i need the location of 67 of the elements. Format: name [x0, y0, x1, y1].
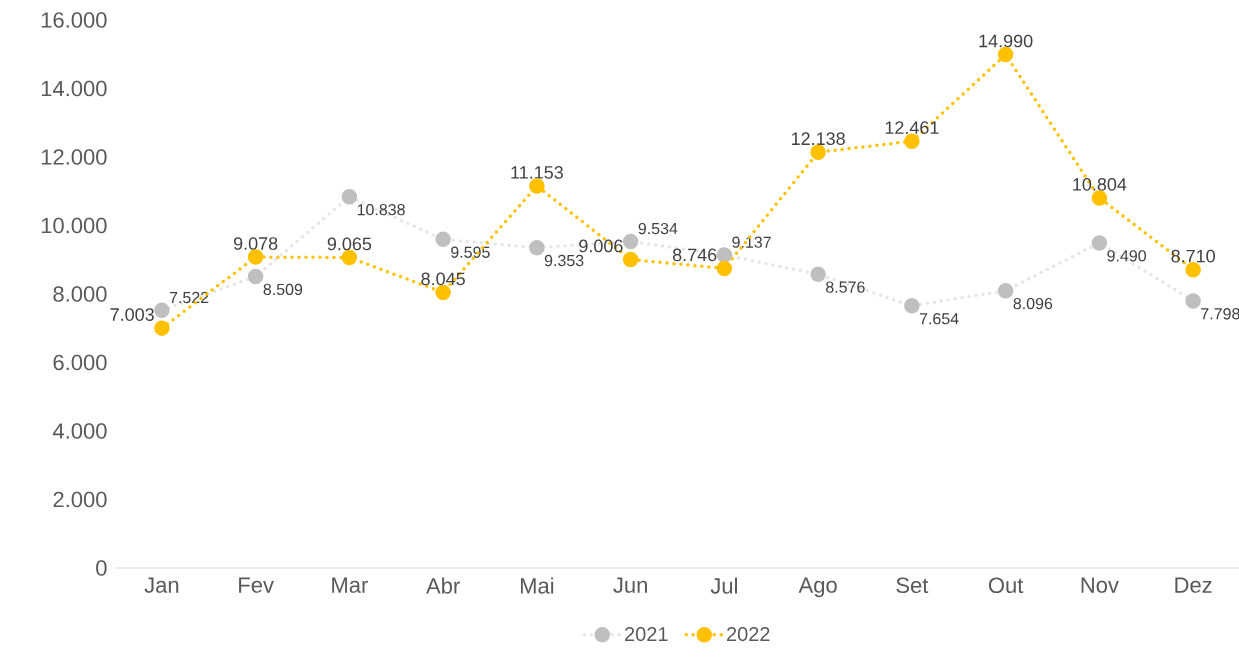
point: [904, 133, 920, 149]
x-tick-label: Jun: [613, 577, 647, 593]
data-label: 8.576: [826, 281, 865, 293]
point: [529, 239, 545, 256]
data-label: 8.509: [263, 283, 303, 296]
data-label: 11.153: [511, 166, 563, 179]
point: [622, 233, 639, 250]
y-tick-label: 2.000: [53, 491, 107, 508]
data-label: 7.654: [919, 313, 959, 325]
data-label: 8.096: [1013, 297, 1053, 310]
x-tick-label: Out: [988, 577, 1024, 594]
x-tick-label: Mar: [332, 577, 368, 593]
point: [154, 320, 170, 336]
data-label: 9.006: [579, 239, 623, 253]
y-tick-label: 16.000: [41, 12, 107, 28]
y-tick-label: 6.000: [53, 354, 107, 371]
x-tick-label: Mai: [520, 577, 554, 594]
data-label: 9.490: [1107, 250, 1146, 262]
data-label: 8.746: [672, 248, 717, 262]
y-tick-label: 4.000: [52, 423, 107, 439]
point: [529, 178, 545, 194]
data-label: 12.138: [791, 132, 845, 146]
y-tick-label: 14.000: [41, 80, 107, 97]
legend-label: 2021: [625, 626, 668, 642]
x-tick-label: Jul: [710, 577, 737, 594]
point: [1185, 293, 1201, 309]
point: [904, 298, 920, 314]
point: [154, 302, 170, 319]
point: [435, 231, 451, 248]
x-tick-label: Fev: [239, 577, 274, 593]
point: [810, 266, 826, 283]
point: [997, 282, 1014, 299]
data-label: 7.798: [1201, 308, 1239, 320]
point: [810, 144, 826, 161]
point: [1091, 190, 1108, 206]
y-tick-label: 10.000: [41, 217, 107, 234]
data-label: 8.710: [1171, 249, 1215, 263]
y-tick-label: 8.000: [53, 286, 107, 302]
y-tick-label: 0: [96, 560, 107, 576]
data-label: 14.990: [979, 34, 1033, 48]
data-label: 12.461: [885, 121, 939, 134]
data-label: 9.065: [327, 237, 372, 251]
point: [716, 247, 733, 263]
data-label: 9.353: [544, 254, 584, 267]
point: [622, 251, 639, 268]
data-label: 7.522: [169, 291, 209, 304]
x-tick-label: Abr: [426, 577, 460, 594]
data-label: 8.045: [421, 272, 465, 286]
point: [247, 249, 264, 265]
data-label: 10.838: [357, 203, 405, 216]
x-tick-label: Set: [896, 577, 929, 594]
point: [1091, 235, 1108, 251]
data-label: 9.595: [451, 246, 490, 258]
x-tick-label: Nov: [1081, 577, 1119, 593]
data-label: 9.534: [638, 222, 678, 235]
x-tick-label: Jan: [144, 577, 179, 593]
data-label: 7.003: [110, 308, 154, 321]
point: [341, 189, 358, 205]
legend-label: 2022: [727, 626, 770, 642]
point: [716, 260, 733, 277]
x-tick-label: Ago: [798, 577, 837, 598]
data-label: 9.078: [233, 237, 278, 250]
data-label: 10.804: [1073, 178, 1127, 191]
data-label: 9.137: [732, 236, 771, 248]
x-tick-label: Dez: [1175, 577, 1212, 593]
point: [247, 268, 264, 285]
y-tick-label: 12.000: [41, 149, 107, 165]
